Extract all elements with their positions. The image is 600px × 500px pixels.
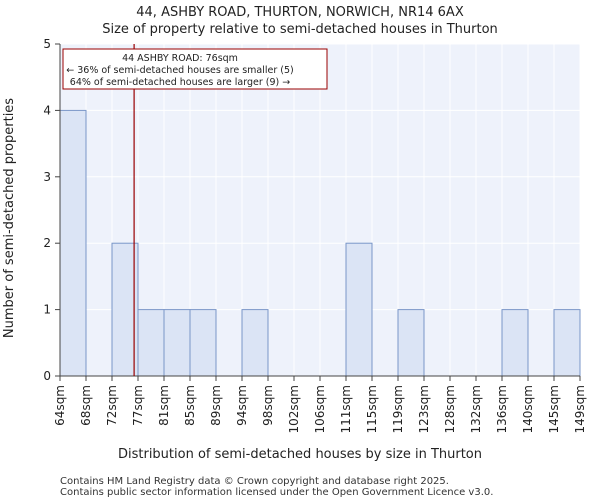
x-tick-label: 106sqm: [313, 385, 327, 433]
bar-81sqm: [163, 309, 191, 377]
bar-64sqm: [59, 109, 87, 377]
x-tick-label: 145sqm: [547, 385, 561, 433]
y-tick-label: 5: [43, 37, 51, 51]
x-tick-label: 98sqm: [261, 385, 275, 426]
bar-136sqm: [501, 309, 529, 377]
annotation-line3: 64% of semi-detached houses are larger (…: [70, 77, 290, 88]
x-tick-label: 149sqm: [573, 385, 587, 433]
x-tick-label: 115sqm: [365, 385, 379, 433]
x-tick-label: 111sqm: [339, 385, 353, 433]
x-tick-label: 89sqm: [209, 385, 223, 426]
y-tick-label: 0: [43, 369, 51, 383]
chart-title-line2: Size of property relative to semi-detach…: [102, 22, 498, 37]
y-axis-label: Number of semi-detached properties: [2, 98, 17, 338]
chart-title-line1: 44, ASHBY ROAD, THURTON, NORWICH, NR14 6…: [136, 5, 464, 20]
x-axis-label: Distribution of semi-detached houses by …: [118, 447, 482, 462]
y-tick-label: 1: [43, 303, 51, 317]
x-tick-label: 119sqm: [391, 385, 405, 433]
x-tick-label: 123sqm: [417, 385, 431, 433]
bar-85sqm: [189, 309, 217, 377]
footer-line2: Contains public sector information licen…: [60, 487, 493, 498]
bar-111sqm: [345, 242, 373, 377]
annotation-box: 44 ASHBY ROAD: 76sqm ← 36% of semi-detac…: [62, 48, 328, 90]
y-tick-label: 4: [43, 103, 51, 117]
x-tick-label: 140sqm: [521, 385, 535, 433]
x-tick-label: 81sqm: [157, 385, 171, 426]
footer-line1: Contains HM Land Registry data © Crown c…: [60, 476, 449, 487]
annotation-line1: 44 ASHBY ROAD: 76sqm: [122, 53, 238, 64]
x-tick-label: 102sqm: [287, 385, 301, 433]
x-tick-label: 94sqm: [235, 385, 249, 426]
x-tick-label: 132sqm: [469, 385, 483, 433]
bar-119sqm: [397, 309, 425, 377]
x-tick-label: 68sqm: [79, 385, 93, 426]
x-ticks: 64sqm 68sqm 72sqm 77sqm 81sqm 85sqm 89sqm 94sqm…: [53, 376, 587, 433]
x-tick-label: 136sqm: [495, 385, 509, 433]
annotation-line2: ← 36% of semi-detached houses are smalle…: [66, 65, 294, 76]
y-tick-label: 3: [43, 170, 51, 184]
x-tick-label: 64sqm: [53, 385, 67, 426]
x-tick-label: 72sqm: [105, 385, 119, 426]
bar-145sqm: [553, 309, 581, 377]
bar-77sqm: [137, 309, 165, 377]
x-tick-label: 85sqm: [183, 385, 197, 426]
x-tick-label: 128sqm: [443, 385, 457, 433]
bar-94sqm: [241, 309, 269, 377]
y-tick-label: 2: [43, 236, 51, 250]
x-tick-label: 77sqm: [131, 385, 145, 426]
y-ticks: 0 1 2 3 4 5: [43, 37, 60, 383]
